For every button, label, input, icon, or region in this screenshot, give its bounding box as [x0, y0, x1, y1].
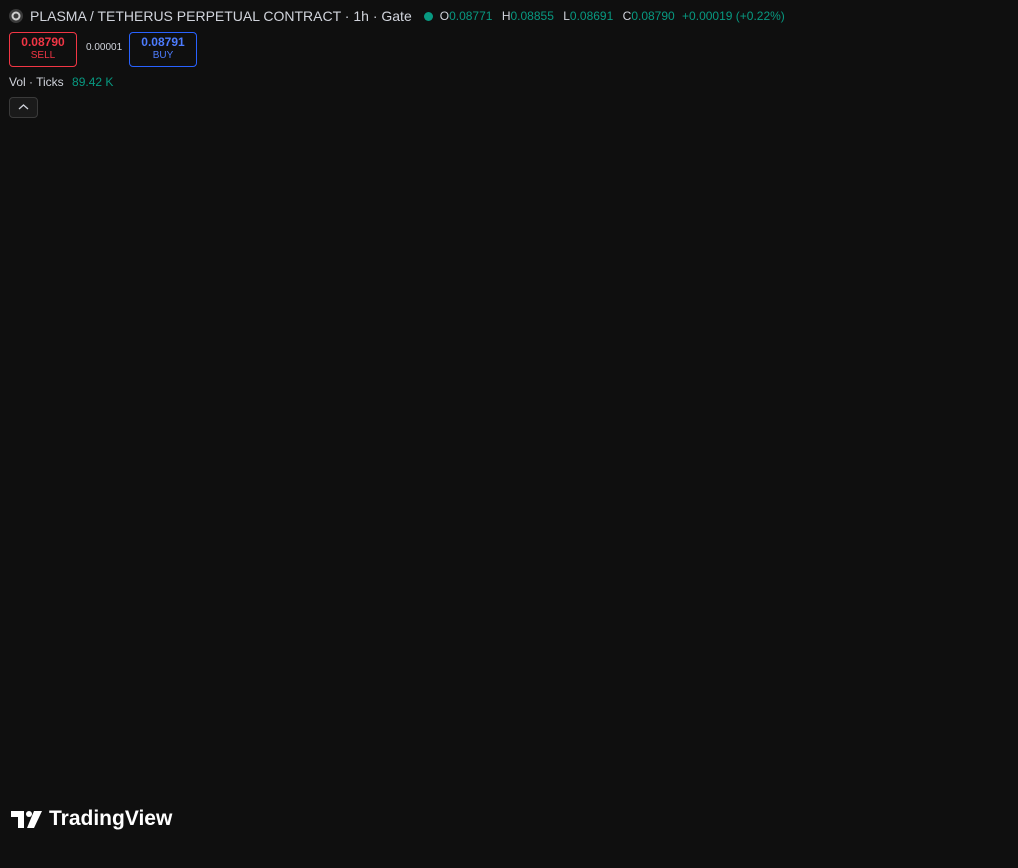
ohlc-value: 0.08771: [449, 9, 493, 23]
symbol-icon: [9, 9, 23, 23]
ohlc-label: L: [563, 9, 570, 23]
buy-label: BUY: [152, 50, 174, 61]
change: +0.00019 (+0.22%): [682, 9, 785, 23]
spread: 0.00001: [86, 42, 123, 53]
status-dot: [423, 11, 433, 21]
ohlc-label: C: [622, 9, 632, 23]
logo-text: TradingView: [49, 807, 173, 830]
chevron-icon: [18, 104, 29, 110]
ohlc: O0.08771 H0.08855 L0.08691 C0.08790 +0.0…: [440, 9, 785, 23]
volume-legend: Vol · Ticks 89.42 K: [9, 75, 113, 89]
sell-price: 0.08790: [21, 35, 65, 49]
ohlc-label: H: [501, 9, 511, 23]
ohlc-value: 0.08855: [510, 9, 554, 23]
logo-icon: [11, 811, 42, 828]
buy-price: 0.08791: [141, 35, 185, 49]
volume-value: 89.42 K: [72, 75, 114, 89]
collapse-button[interactable]: [9, 97, 38, 118]
buy-button[interactable]: 0.08791 BUY: [129, 32, 197, 67]
ohlc-value: 0.08691: [569, 9, 614, 23]
sell-label: SELL: [30, 50, 56, 61]
legend-header: PLASMA / TETHERUS PERPETUAL CONTRACT · 1…: [8, 7, 785, 25]
sell-button[interactable]: 0.08790 SELL: [9, 32, 77, 67]
logo: TradingView: [10, 807, 172, 831]
ohlc-label: O: [439, 9, 450, 23]
ohlc-value: 0.08790: [631, 9, 675, 23]
volume-title: Vol · Ticks: [9, 75, 64, 89]
chart-title: PLASMA / TETHERUS PERPETUAL CONTRACT · 1…: [30, 8, 412, 24]
